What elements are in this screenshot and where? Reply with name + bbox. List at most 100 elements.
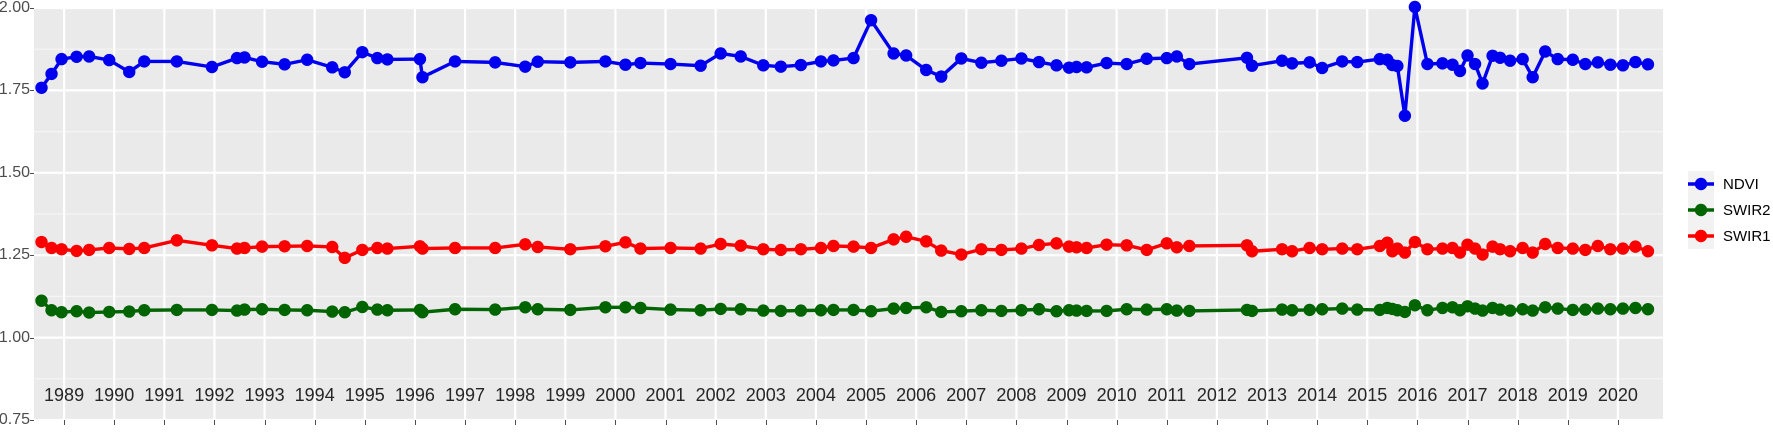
data-point [371, 241, 384, 255]
data-point [1604, 243, 1617, 256]
data-point [1493, 51, 1507, 64]
data-point [664, 241, 677, 255]
data-point [757, 304, 770, 317]
data-point [45, 304, 58, 317]
y-tick-mark [30, 90, 34, 92]
data-point [1493, 243, 1507, 256]
data-point [734, 50, 747, 63]
legend-item-label: SWIR2 [1723, 201, 1771, 219]
data-point [1315, 303, 1329, 316]
legend-dot-icon [1694, 203, 1708, 217]
data-point [814, 55, 828, 68]
data-point [488, 241, 502, 255]
data-point [1285, 57, 1299, 70]
data-point [774, 304, 788, 318]
legend-item-ndvi[interactable]: NDVI [1688, 171, 1773, 197]
x-tick-label: 2013 [1246, 385, 1288, 405]
data-point [1616, 59, 1630, 72]
data-point [634, 242, 647, 255]
series-ndvi [35, 0, 1655, 122]
data-point [488, 303, 502, 316]
x-tick-label: 2012 [1196, 385, 1237, 405]
data-point [381, 53, 394, 66]
x-tick-label: 1994 [294, 385, 335, 405]
data-point [1421, 57, 1434, 71]
legend-item-swir1[interactable]: SWIR1 [1688, 223, 1773, 249]
data-point [102, 53, 116, 67]
data-point [564, 243, 577, 256]
data-point [1120, 57, 1133, 71]
data-point [381, 242, 394, 255]
data-point [1032, 303, 1046, 316]
data-point [1476, 248, 1489, 261]
x-tick-mark [515, 420, 517, 425]
data-point [1579, 57, 1592, 71]
data-point [1183, 57, 1196, 71]
x-tick-label: 1992 [194, 385, 235, 405]
data-point [757, 243, 770, 256]
data-point [70, 305, 83, 318]
data-point [1245, 59, 1259, 72]
plot-panel-svg [34, 0, 1663, 422]
data-point [1275, 243, 1289, 256]
data-point [531, 55, 544, 68]
data-point [55, 243, 68, 256]
data-point [694, 242, 707, 255]
x-tick-mark [1417, 420, 1419, 425]
data-point [1551, 52, 1564, 66]
data-point [45, 241, 58, 255]
data-point [1453, 246, 1467, 259]
data-point [1015, 242, 1028, 255]
data-point [599, 240, 612, 253]
data-point [1245, 245, 1259, 258]
data-point [1100, 238, 1113, 251]
data-point [1160, 51, 1173, 65]
data-point [356, 243, 369, 257]
x-tick-mark [665, 420, 667, 425]
data-point [847, 240, 860, 253]
data-point [995, 243, 1008, 257]
x-tick-label: 1999 [545, 385, 586, 405]
x-tick-label: 1996 [394, 385, 435, 405]
x-tick-mark [364, 420, 366, 425]
legend-item-label: NDVI [1723, 175, 1759, 193]
x-tick-mark [114, 420, 116, 425]
data-point [1336, 302, 1349, 315]
data-point [82, 306, 96, 319]
x-tick-label: 2009 [1046, 385, 1087, 405]
x-tick-mark [164, 420, 166, 425]
data-point [1408, 235, 1422, 249]
data-point [955, 248, 968, 261]
data-point [1070, 241, 1083, 254]
data-point [1591, 239, 1605, 253]
x-tick-label: 2019 [1547, 385, 1588, 405]
data-point [975, 243, 988, 256]
x-tick-label: 2010 [1096, 385, 1137, 405]
data-point [634, 301, 647, 315]
x-tick-label: 2020 [1597, 385, 1638, 405]
x-tick-label: 2005 [846, 385, 887, 405]
data-point [634, 56, 647, 70]
data-point [338, 306, 351, 319]
data-point [448, 241, 462, 255]
data-point [599, 301, 612, 314]
x-tick-mark [1367, 420, 1369, 425]
data-point [1566, 53, 1579, 66]
data-point [416, 71, 429, 84]
data-point [1183, 304, 1196, 318]
data-point [70, 50, 83, 63]
legend-item-swir2[interactable]: SWIR2 [1688, 197, 1773, 223]
data-point [864, 305, 878, 318]
data-point [864, 241, 878, 255]
data-point [827, 303, 840, 317]
legend-key-swatch [1688, 223, 1714, 249]
x-tick-label: 2018 [1497, 385, 1538, 405]
x-tick-mark [465, 420, 467, 425]
data-point [123, 305, 136, 318]
data-point [1516, 241, 1529, 255]
data-point [899, 230, 913, 243]
data-point [371, 303, 384, 316]
x-tick-mark [1267, 420, 1269, 425]
data-point [326, 61, 339, 74]
data-point [1421, 243, 1434, 256]
